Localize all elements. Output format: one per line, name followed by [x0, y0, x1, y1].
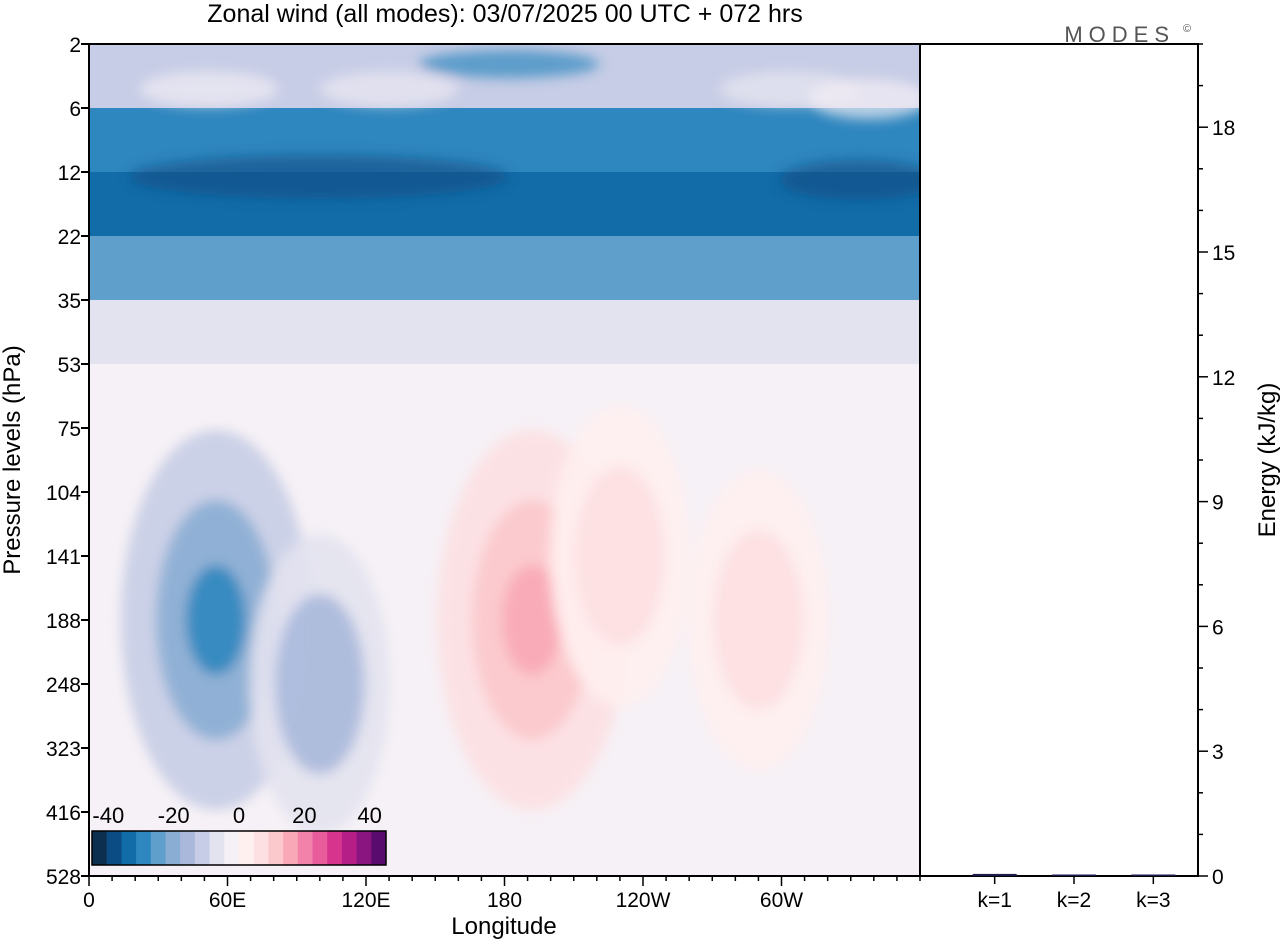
y-tick-label: 35	[58, 290, 81, 313]
feature-0-layer-2	[185, 565, 246, 675]
colorbar-swatch	[209, 831, 225, 865]
colorbar-swatch	[150, 831, 166, 865]
y-tick-label: 6	[69, 98, 81, 121]
feature-1-layer-1	[274, 594, 365, 774]
x-tick-label: 120W	[616, 889, 671, 912]
colorbar-swatch	[121, 831, 137, 865]
energy-bars: k=1 k=2 k=3	[972, 873, 1176, 912]
upper-patch	[809, 79, 920, 119]
colorbar-swatch	[224, 831, 240, 865]
wind-band-22-35	[89, 236, 920, 300]
colorbar-swatch	[341, 831, 357, 865]
colorbar-swatch	[194, 831, 210, 865]
colorbar: -40 -20 0 20 40	[91, 803, 387, 866]
y-tick-label: 323	[46, 738, 81, 761]
wind-band-35-53	[89, 300, 920, 364]
upper-patch	[419, 50, 599, 78]
heatmap-detail	[129, 50, 920, 200]
energy-tick-label: 12	[1212, 367, 1235, 390]
energy-tick-label: 15	[1212, 242, 1235, 265]
colorbar-label: 20	[292, 803, 316, 828]
colorbar-swatch	[253, 831, 269, 865]
colorbar-label: 40	[357, 803, 381, 828]
colorbar-swatch	[327, 831, 343, 865]
colorbar-swatch	[239, 831, 255, 865]
feature-2-layer-2	[502, 565, 563, 675]
colorbar-swatch	[312, 831, 328, 865]
energy-bar-k=2	[1052, 874, 1096, 876]
colorbar-frame	[91, 830, 387, 866]
colorbar-label: 0	[233, 803, 245, 828]
colorbar-swatch	[268, 831, 284, 865]
energy-tick-label: 6	[1212, 616, 1224, 639]
bar-category-label: k=1	[977, 889, 1011, 912]
colorbar-label: -20	[158, 803, 190, 828]
logo-copyright-mark: ©	[1183, 23, 1191, 35]
colorbar-swatch	[371, 831, 387, 865]
y-tick-label: 248	[46, 674, 81, 697]
colorbar-swatch	[180, 831, 196, 865]
energy-axis-title: Energy (kJ/kg)	[1254, 383, 1280, 538]
colorbar-swatch	[92, 831, 108, 865]
y-tick-label: 75	[58, 418, 81, 441]
energy-tick-label: 0	[1212, 866, 1224, 889]
colorbar-swatch	[297, 831, 313, 865]
colorbar-swatch	[165, 831, 181, 865]
colorbar-label: -40	[92, 803, 124, 828]
energy-tick-label: 9	[1212, 492, 1224, 515]
y-axis-title: Pressure levels (hPa)	[0, 345, 26, 574]
colorbar-swatch	[283, 831, 299, 865]
y-tick-label: 141	[46, 546, 81, 569]
upper-patch	[139, 71, 279, 107]
x-tick-label: 0	[83, 889, 95, 912]
y-tick-label: 12	[58, 162, 81, 185]
strat-core	[779, 160, 920, 200]
colorbar-swatch	[136, 831, 152, 865]
feature-3-layer-1	[574, 466, 665, 646]
upper-patch	[319, 71, 459, 107]
tropo-features	[120, 406, 829, 834]
y-tick-label: 528	[46, 866, 81, 889]
x-tick-label: 60W	[760, 889, 803, 912]
energy-tick-label: 18	[1212, 117, 1235, 140]
y-tick-label: 104	[46, 482, 81, 505]
x-tick-label: 180	[487, 889, 522, 912]
y-tick-label: 188	[46, 610, 81, 633]
y-tick-label: 22	[58, 226, 81, 249]
energy-bar-k=1	[972, 873, 1017, 876]
chart-title: Zonal wind (all modes): 03/07/2025 00 UT…	[207, 0, 802, 28]
feature-4-layer-1	[713, 530, 804, 710]
x-tick-label: 60E	[209, 889, 246, 912]
energy-tick-label: 3	[1212, 741, 1224, 764]
y-tick-label: 416	[46, 802, 81, 825]
modes-logo: MODES	[1064, 22, 1175, 47]
y-tick-label: 53	[58, 354, 81, 377]
energy-bar-k=3	[1131, 874, 1176, 876]
colorbar-swatch	[106, 831, 122, 865]
colorbar-swatch	[356, 831, 372, 865]
bar-category-label: k=3	[1136, 889, 1170, 912]
strat-core	[129, 155, 509, 199]
y-tick-label: 2	[69, 34, 81, 57]
energy-panel-frame	[919, 43, 1199, 877]
zonal-wind-heatmap	[89, 44, 920, 876]
bar-category-label: k=2	[1057, 889, 1091, 912]
x-axis-title: Longitude	[451, 913, 556, 940]
x-tick-label: 120E	[341, 889, 390, 912]
